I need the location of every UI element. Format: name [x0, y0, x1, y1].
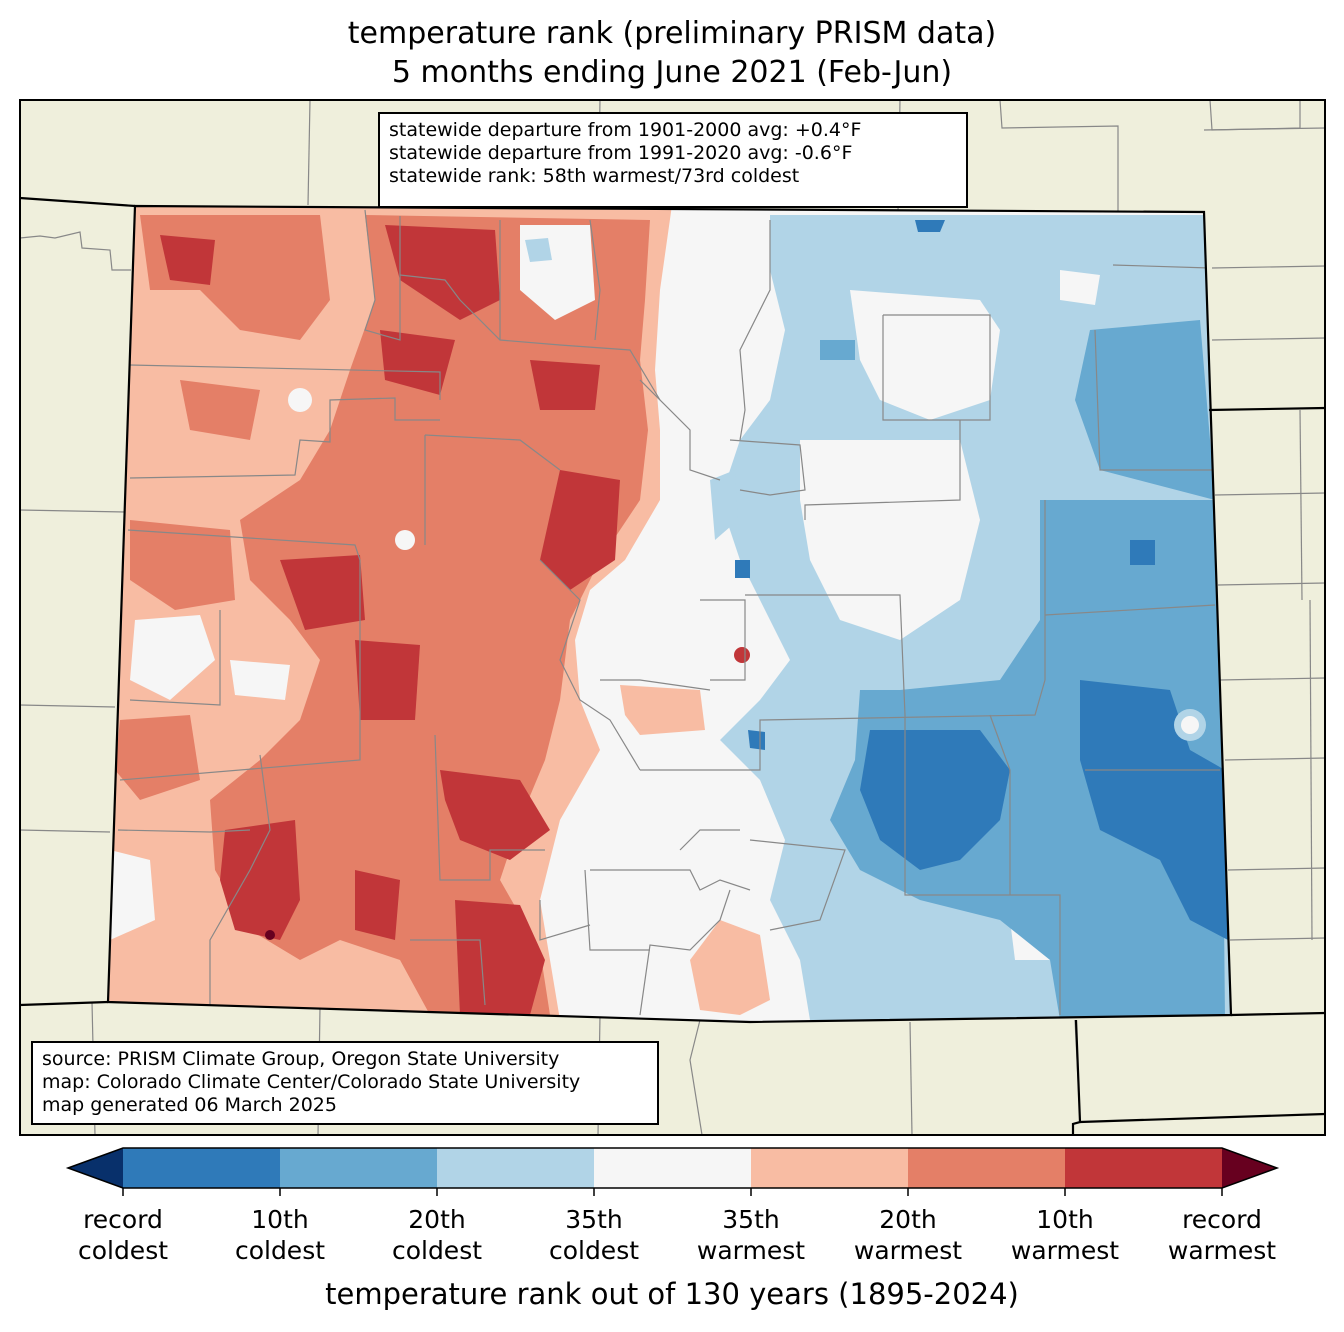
- map-title: temperature rank (preliminary PRISM data…: [347, 16, 997, 51]
- state-borders: [19, 196, 1326, 1135]
- colorbar-tick-label: 35th warmest: [671, 1204, 831, 1266]
- tick-label-line1: 35th: [565, 1205, 623, 1234]
- colorbar-tick-label: record warmest: [1142, 1204, 1302, 1266]
- warm-region: [108, 206, 770, 1020]
- colorbar-segment: [751, 1148, 909, 1188]
- colorbar: [65, 1147, 1280, 1196]
- map-subtitle: 5 months ending June 2021 (Feb-Jun): [391, 55, 953, 90]
- map-credit: map: Colorado Climate Center/Colorado St…: [42, 1071, 581, 1093]
- tick-label-line2: warmest: [696, 1236, 806, 1265]
- departure-1901-2000: statewide departure from 1901-2000 avg: …: [389, 119, 862, 141]
- colorbar-tick-label: 10th coldest: [200, 1204, 360, 1266]
- statewide-rank: statewide rank: 58th warmest/73rd coldes…: [389, 165, 800, 187]
- colorbar-label: temperature rank out of 130 years (1895-…: [325, 1277, 1019, 1311]
- source-credit: source: PRISM Climate Group, Oregon Stat…: [42, 1048, 560, 1070]
- colorbar-extend-warm: [1222, 1148, 1277, 1188]
- statewide-stats-box: statewide departure from 1901-2000 avg: …: [378, 112, 968, 208]
- tick-label-line1: 10th: [1036, 1205, 1094, 1234]
- map-frame: [19, 99, 1326, 1136]
- colorbar-segment: [123, 1148, 281, 1188]
- colorbar-segment: [1065, 1148, 1223, 1188]
- colorbar-segment: [280, 1148, 438, 1188]
- colorbar-tick-label: 10th warmest: [985, 1204, 1145, 1266]
- colorbar-tick-label: 35th coldest: [514, 1204, 674, 1266]
- county-lines: [117, 209, 1220, 1016]
- tick-label-line2: coldest: [548, 1236, 640, 1265]
- tick-label-line1: record: [83, 1205, 163, 1234]
- tick-label-line2: coldest: [77, 1236, 169, 1265]
- generated-date: map generated 06 March 2025: [42, 1094, 337, 1116]
- tick-label-line2: warmest: [853, 1236, 963, 1265]
- colorbar-segment: [594, 1148, 752, 1188]
- tick-label-line2: coldest: [391, 1236, 483, 1265]
- tick-label-line1: 10th: [251, 1205, 309, 1234]
- credits-box: source: PRISM Climate Group, Oregon Stat…: [31, 1041, 659, 1125]
- colorbar-tick-label: 20th coldest: [357, 1204, 517, 1266]
- colorbar-tick-label: record coldest: [43, 1204, 203, 1266]
- tick-label-line2: warmest: [1010, 1236, 1120, 1265]
- colorbar-segment: [437, 1148, 595, 1188]
- departure-1991-2020: statewide departure from 1991-2020 avg: …: [389, 142, 853, 164]
- tick-label-line1: 20th: [408, 1205, 466, 1234]
- tick-label-line2: coldest: [234, 1236, 326, 1265]
- tick-label-line2: warmest: [1167, 1236, 1277, 1265]
- cold-region: [710, 215, 1231, 1020]
- tick-label-line1: 20th: [879, 1205, 937, 1234]
- tick-label-line1: record: [1182, 1205, 1262, 1234]
- tick-label-line1: 35th: [722, 1205, 780, 1234]
- colorbar-segment: [908, 1148, 1066, 1188]
- colorbar-extend-cold: [68, 1148, 123, 1188]
- rank-field: [108, 206, 1231, 1022]
- colorbar-tick-label: 20th warmest: [828, 1204, 988, 1266]
